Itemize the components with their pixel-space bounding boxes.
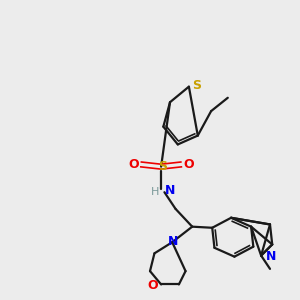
Text: H: H — [152, 187, 160, 197]
Text: O: O — [147, 279, 158, 292]
Text: N: N — [168, 235, 178, 248]
Text: O: O — [128, 158, 139, 171]
Text: N: N — [164, 184, 175, 196]
Text: N: N — [266, 250, 276, 263]
Text: S: S — [158, 160, 167, 173]
Text: O: O — [184, 158, 194, 171]
Text: S: S — [192, 79, 201, 92]
